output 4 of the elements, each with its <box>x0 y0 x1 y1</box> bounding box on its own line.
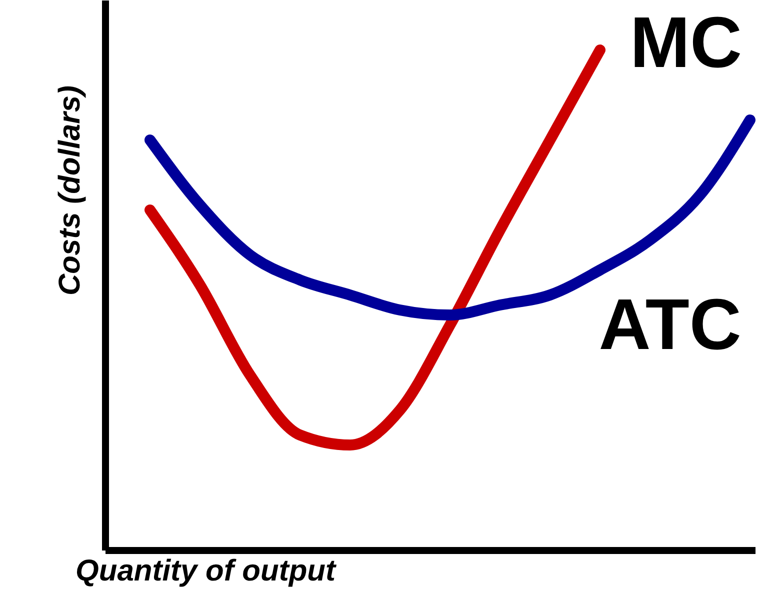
x-axis-title: Quantity of output <box>76 554 338 588</box>
series-label: ATC <box>598 285 742 365</box>
series-label: MC <box>630 3 742 83</box>
y-axis-title: Costs (dollars) <box>54 85 86 296</box>
